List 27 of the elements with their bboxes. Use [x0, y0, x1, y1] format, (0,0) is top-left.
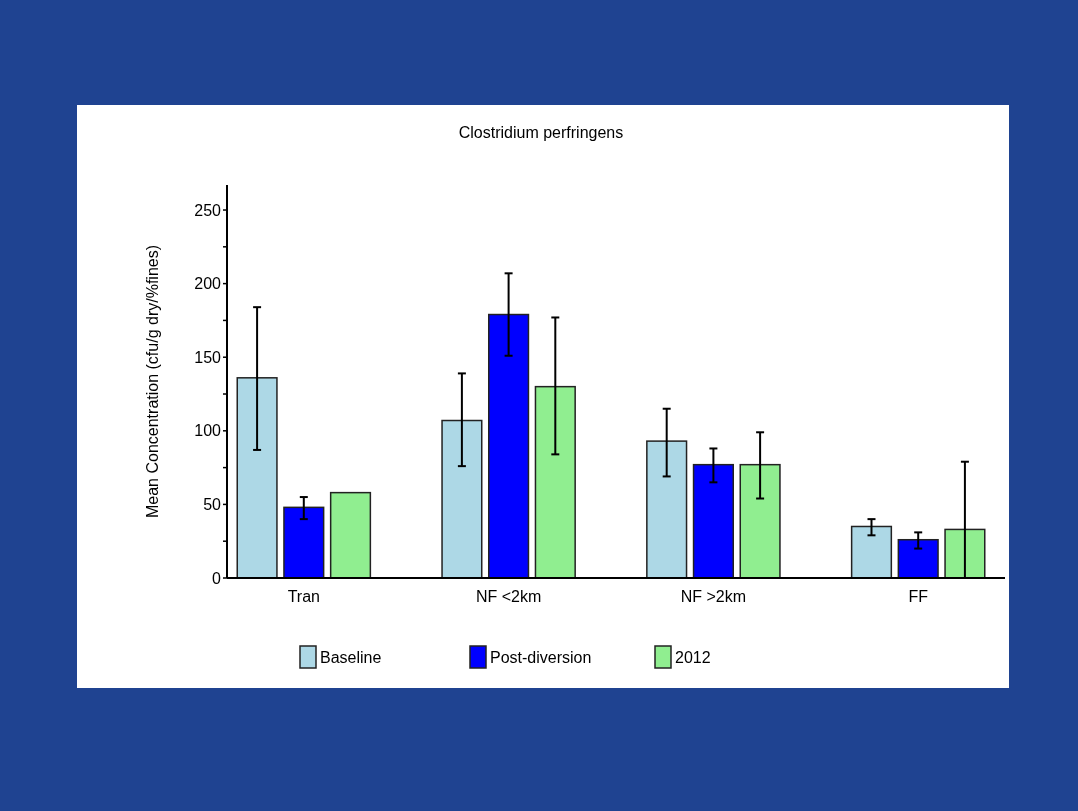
bar	[646, 440, 688, 579]
bar	[236, 377, 278, 579]
x-tick-label: NF <2km	[475, 588, 542, 605]
y-tick-label: 0	[212, 569, 222, 587]
legend-label: 2012	[675, 648, 711, 666]
legend-label: Baseline	[320, 648, 382, 666]
x-tick-label: NF >2km	[680, 588, 747, 605]
bar	[850, 525, 893, 579]
bar	[488, 313, 530, 579]
bar	[329, 491, 372, 579]
bar	[739, 463, 781, 579]
y-tick-label: 150	[194, 348, 222, 366]
bar	[944, 528, 986, 579]
y-tick-label: 50	[203, 496, 222, 513]
bar	[534, 385, 576, 579]
x-tick-label: Tran	[287, 588, 320, 605]
bar	[897, 538, 939, 579]
y-tick-label: 200	[194, 275, 222, 293]
y-tick-label: 100	[194, 422, 222, 440]
y-axis-title: Mean Concentration (cfu/g dry/%fines)	[144, 244, 161, 519]
legend-label: Post-diversion	[490, 648, 592, 666]
x-tick-label: FF	[908, 588, 929, 605]
bar	[441, 419, 483, 579]
y-tick-label: 250	[194, 201, 222, 219]
bar	[692, 463, 734, 579]
chart-title: Clostridium perfringens	[458, 124, 624, 141]
bar	[283, 506, 325, 579]
